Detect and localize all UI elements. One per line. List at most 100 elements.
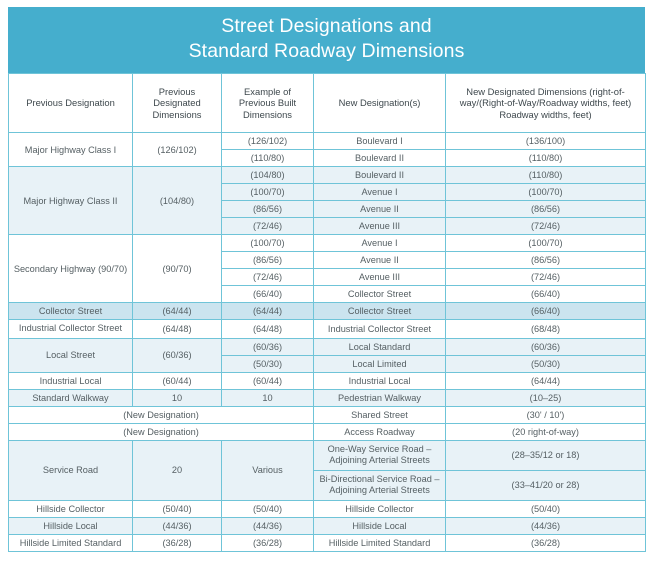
table-row: Bi-Directional Service Road – Adjoining … <box>9 469 646 501</box>
table-row: (86/56) Avenue II (86/56) <box>9 251 646 269</box>
cell-previous-dimensions: (60/36) <box>132 337 222 373</box>
cell-previous-designation: Hillside Local <box>8 516 133 535</box>
cell-new-dimensions: (66/40) <box>445 285 646 303</box>
cell-previous-designation: Industrial Local <box>8 371 133 390</box>
cell-new-dimensions: (66/40) <box>445 302 646 320</box>
table-row: Major Highway Class II (104/80) (104/80)… <box>8 166 646 235</box>
cell-previous-dimensions: (64/48) <box>132 319 222 339</box>
table-row: (New Designation) Shared Street (30' / 1… <box>8 405 646 424</box>
table-header-row: Previous Designation Previous Designated… <box>8 73 646 133</box>
cell-previous-designation: Collector Street <box>8 302 133 320</box>
table-row: (72/46) Avenue III (72/46) <box>9 217 646 235</box>
street-designations-table: Previous Designation Previous Designated… <box>8 73 646 552</box>
cell-previous-dimensions: (104/80) <box>132 166 222 235</box>
cell-new-designation: Collector Street <box>313 302 446 320</box>
cell-new-designation: Avenue II <box>313 251 446 269</box>
table-row: Service Road 20 Various One-Way Service … <box>8 439 646 501</box>
cell-previous-designation: Hillside Limited Standard <box>8 533 133 552</box>
cell-previous-dimensions: (50/40) <box>132 499 222 518</box>
cell-new-designation-placeholder: (New Designation) <box>8 405 314 424</box>
cell-new-designation: Avenue III <box>313 217 446 235</box>
cell-previous-designation: Major Highway Class II <box>8 166 133 235</box>
cell-new-dimensions: (33–41/20 or 28) <box>445 469 646 501</box>
table-row: Secondary Highway (90/70) (90/70) (100/7… <box>8 234 646 303</box>
cell-new-dimensions: (64/44) <box>445 371 646 390</box>
cell-new-designation: Boulevard II <box>313 149 446 167</box>
cell-example-dimensions: (50/30) <box>221 354 314 373</box>
cell-example-dimensions: (60/36) <box>221 337 314 356</box>
cell-new-designation: Local Standard <box>313 337 446 356</box>
cell-example-dimensions: (64/48) <box>221 319 314 339</box>
column-header-example-previous-built-dimensions: Example of Previous Built Dimensions <box>221 73 314 133</box>
cell-previous-designation: Hillside Collector <box>8 499 133 518</box>
cell-new-designation: Avenue I <box>313 234 446 252</box>
cell-example-dimensions: (64/44) <box>221 302 314 320</box>
cell-new-designation: Industrial Local <box>313 371 446 390</box>
table-row: (86/56) Avenue II (86/56) <box>9 200 646 218</box>
cell-example-dimensions: (44/36) <box>221 516 314 535</box>
cell-new-dimensions: (110/80) <box>445 166 646 184</box>
table-row: (New Designation) Access Roadway (20 rig… <box>8 422 646 441</box>
cell-new-dimensions: (36/28) <box>445 533 646 552</box>
cell-new-dimensions: (20 right-of-way) <box>445 422 646 441</box>
cell-new-dimensions: (86/56) <box>445 251 646 269</box>
cell-previous-dimensions: (126/102) <box>132 132 222 167</box>
cell-new-dimensions: (10–25) <box>445 388 646 407</box>
table-row: Industrial Local (60/44) (60/44) Industr… <box>8 371 646 390</box>
cell-example-dimensions: (66/40) <box>221 285 314 303</box>
cell-new-designation: Industrial Collector Street <box>313 319 446 339</box>
cell-example-dimensions: (126/102) <box>221 132 314 150</box>
cell-previous-designation: Secondary Highway (90/70) <box>8 234 133 303</box>
cell-new-designation: One-Way Service Road – Adjoining Arteria… <box>313 439 446 471</box>
cell-new-designation: Hillside Collector <box>313 499 446 518</box>
cell-new-dimensions: (110/80) <box>445 149 646 167</box>
cell-new-dimensions: (136/100) <box>445 132 646 150</box>
cell-example-dimensions: (100/70) <box>221 234 314 252</box>
cell-example-dimensions: (110/80) <box>221 149 314 167</box>
cell-previous-dimensions: (90/70) <box>132 234 222 303</box>
cell-new-dimensions: (86/56) <box>445 200 646 218</box>
cell-example-dimensions: (50/40) <box>221 499 314 518</box>
cell-new-designation-placeholder: (New Designation) <box>8 422 314 441</box>
cell-previous-dimensions: 10 <box>132 388 222 407</box>
cell-new-dimensions: (68/48) <box>445 319 646 339</box>
column-header-previous-designation: Previous Designation <box>8 73 133 133</box>
cell-new-dimensions: (50/30) <box>445 354 646 373</box>
cell-previous-designation: Service Road <box>8 439 133 501</box>
cell-new-dimensions: (72/46) <box>445 268 646 286</box>
cell-previous-dimensions: (36/28) <box>132 533 222 552</box>
cell-new-designation: Local Limited <box>313 354 446 373</box>
cell-previous-designation: Local Street <box>8 337 133 373</box>
table-row: Standard Walkway 10 10 Pedestrian Walkwa… <box>8 388 646 407</box>
table-row: (66/40) Collector Street (66/40) <box>9 285 646 303</box>
table-row: (50/30) Local Limited (50/30) <box>9 354 646 373</box>
column-header-new-designated-dimensions: New Designated Dimensions (right-of-way/… <box>445 73 646 133</box>
cell-example-dimensions: (72/46) <box>221 268 314 286</box>
cell-example-dimensions: (86/56) <box>221 251 314 269</box>
table-row: Collector Street (64/44) (64/44) Collect… <box>8 302 646 320</box>
table-row: Hillside Local (44/36) (44/36) Hillside … <box>8 516 646 535</box>
cell-example-dimensions: (104/80) <box>221 166 314 184</box>
cell-new-designation: Boulevard II <box>313 166 446 184</box>
cell-previous-dimensions: (44/36) <box>132 516 222 535</box>
cell-example-dimensions: 10 <box>221 388 314 407</box>
table-row: Hillside Limited Standard (36/28) (36/28… <box>8 533 646 552</box>
page-title-line-2: Standard Roadway Dimensions <box>188 40 465 62</box>
cell-new-dimensions: (30' / 10') <box>445 405 646 424</box>
table-row: Hillside Collector (50/40) (50/40) Hills… <box>8 499 646 518</box>
cell-example-dimensions: Various <box>221 439 314 501</box>
cell-new-designation: Access Roadway <box>313 422 446 441</box>
table-row: Industrial Collector Street (64/48) (64/… <box>8 319 646 339</box>
cell-previous-designation: Major Highway Class I <box>8 132 133 167</box>
cell-previous-designation: Standard Walkway <box>8 388 133 407</box>
table-row: Major Highway Class I (126/102) (126/102… <box>8 132 646 167</box>
cell-example-dimensions: (86/56) <box>221 200 314 218</box>
page-title: Street Designations and Standard Roadway… <box>8 7 645 73</box>
cell-new-designation: Hillside Limited Standard <box>313 533 446 552</box>
cell-new-designation: Pedestrian Walkway <box>313 388 446 407</box>
cell-new-dimensions: (44/36) <box>445 516 646 535</box>
cell-new-dimensions: (50/40) <box>445 499 646 518</box>
cell-new-dimensions: (72/46) <box>445 217 646 235</box>
cell-new-designation: Avenue II <box>313 200 446 218</box>
